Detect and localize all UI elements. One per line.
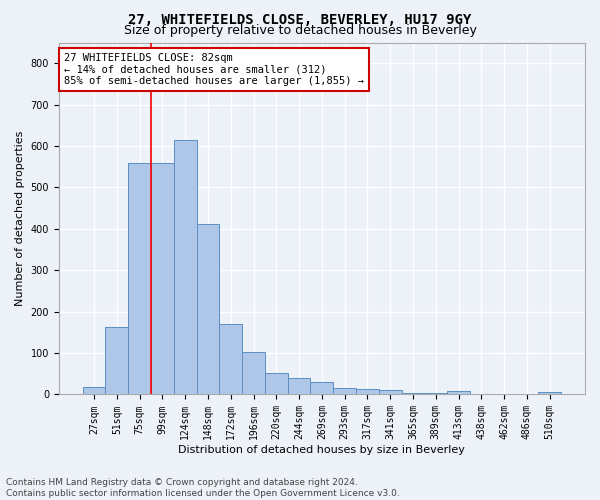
- Bar: [106, 327, 128, 394]
- Bar: [447, 391, 470, 394]
- Bar: [265, 373, 288, 394]
- Y-axis label: Number of detached properties: Number of detached properties: [15, 131, 25, 306]
- Text: 27 WHITEFIELDS CLOSE: 82sqm
← 14% of detached houses are smaller (312)
85% of se: 27 WHITEFIELDS CLOSE: 82sqm ← 14% of det…: [64, 53, 364, 86]
- Bar: [333, 388, 356, 394]
- Bar: [197, 224, 220, 394]
- Text: Contains HM Land Registry data © Crown copyright and database right 2024.
Contai: Contains HM Land Registry data © Crown c…: [6, 478, 400, 498]
- Bar: [424, 393, 447, 394]
- Bar: [310, 382, 333, 394]
- Bar: [151, 162, 174, 394]
- Text: Size of property relative to detached houses in Beverley: Size of property relative to detached ho…: [124, 24, 476, 37]
- Bar: [83, 387, 106, 394]
- Bar: [128, 162, 151, 394]
- Bar: [174, 140, 197, 394]
- Bar: [220, 324, 242, 394]
- Bar: [288, 378, 310, 394]
- Bar: [242, 352, 265, 395]
- X-axis label: Distribution of detached houses by size in Beverley: Distribution of detached houses by size …: [178, 445, 466, 455]
- Text: 27, WHITEFIELDS CLOSE, BEVERLEY, HU17 9GY: 27, WHITEFIELDS CLOSE, BEVERLEY, HU17 9G…: [128, 12, 472, 26]
- Bar: [401, 393, 424, 394]
- Bar: [379, 390, 401, 394]
- Bar: [538, 392, 561, 394]
- Bar: [356, 389, 379, 394]
